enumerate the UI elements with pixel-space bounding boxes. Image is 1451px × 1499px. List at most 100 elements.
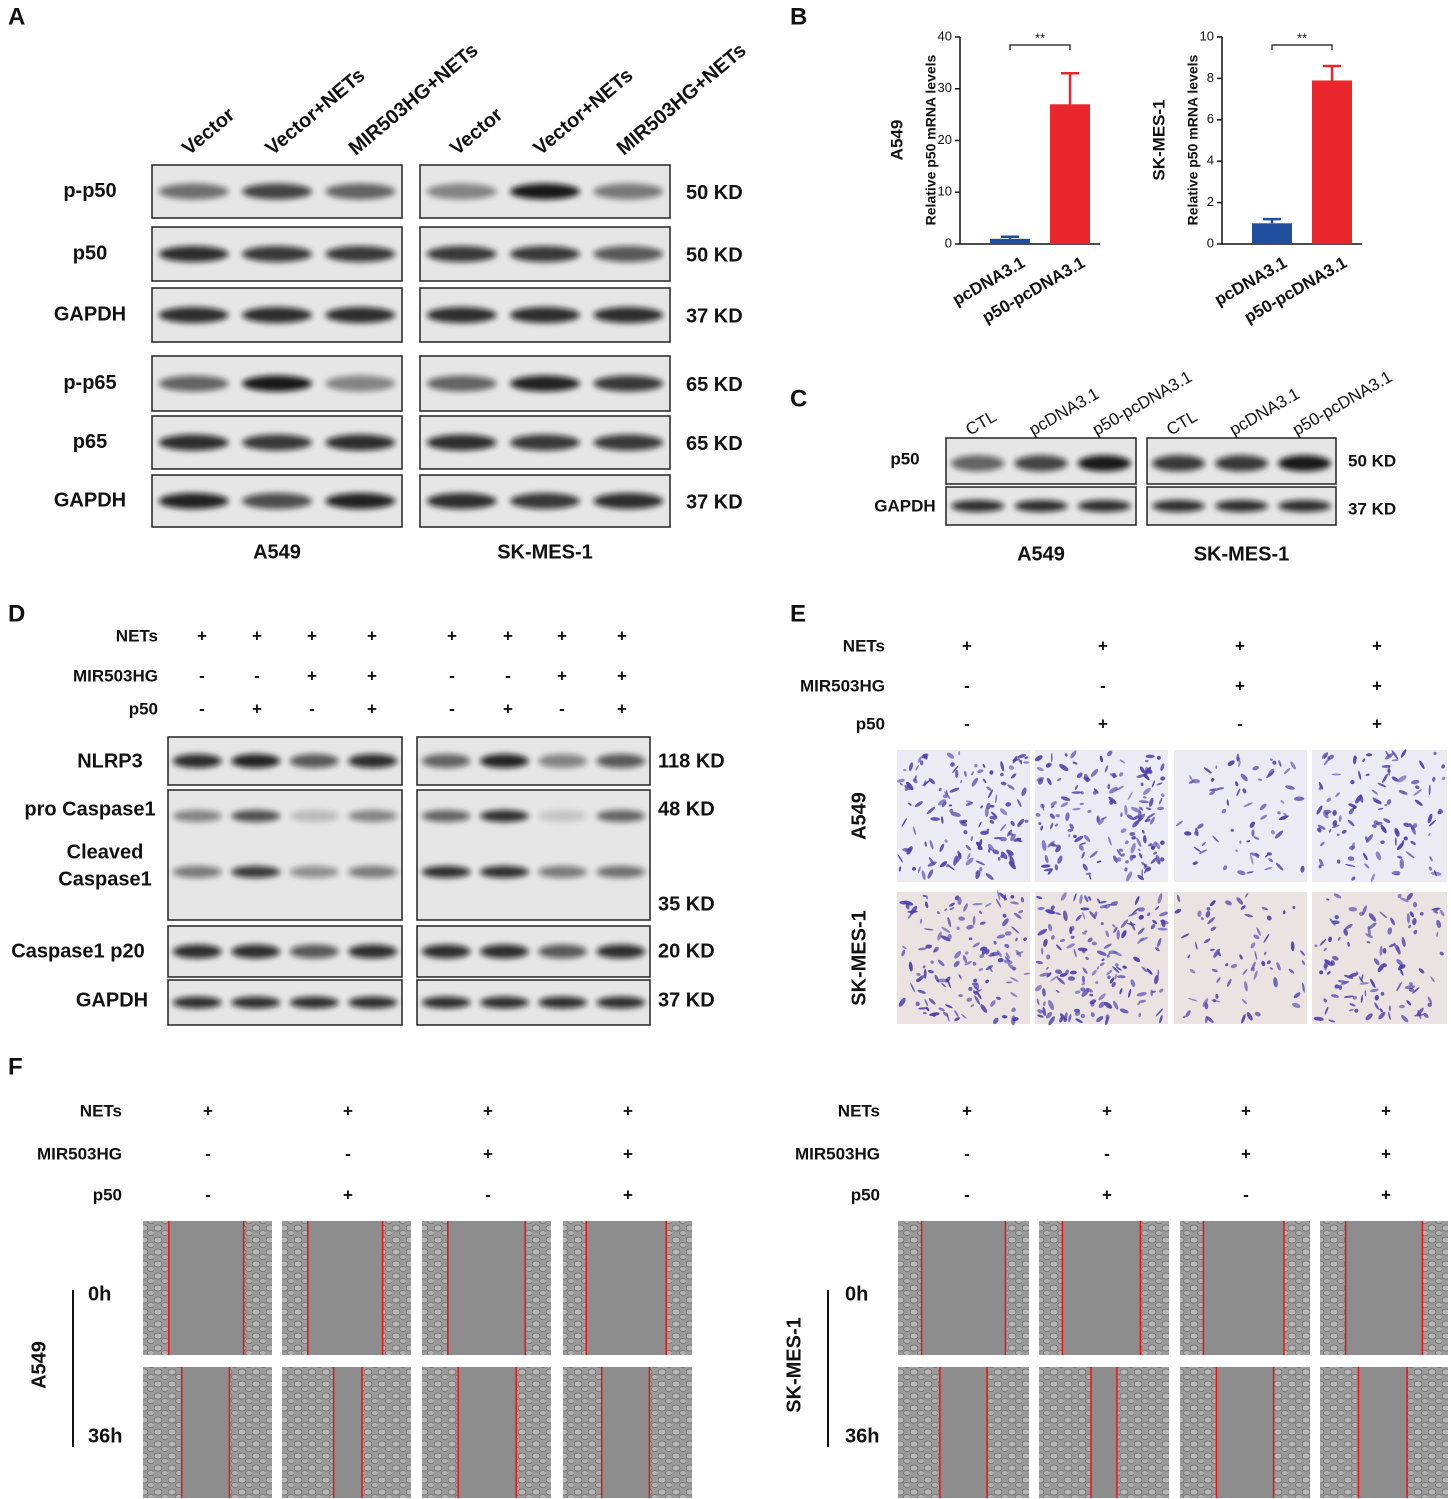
significance-label: **: [1035, 30, 1045, 45]
stained-cell: [1385, 750, 1390, 758]
stained-cell: [1046, 954, 1051, 960]
stained-cell: [1157, 969, 1160, 976]
condition-sign: +: [1372, 714, 1382, 733]
band: [325, 246, 396, 262]
stained-cell: [939, 843, 945, 852]
stained-cell: [1134, 895, 1140, 906]
stained-cell: [1036, 776, 1045, 782]
cell-line-label: A549: [28, 1341, 50, 1389]
significance-bracket: [1009, 44, 1071, 50]
stained-cell: [1069, 926, 1073, 935]
stained-cell: [1251, 829, 1255, 837]
stained-cell: [947, 934, 952, 940]
stained-cell: [906, 781, 914, 791]
stained-cell: [1104, 765, 1109, 773]
size-label: 20 KD: [658, 940, 715, 962]
stained-cell: [1203, 938, 1211, 944]
stained-cell: [1054, 969, 1063, 975]
stained-cell: [1351, 876, 1356, 881]
stained-cell: [1227, 760, 1235, 767]
blot: [419, 415, 671, 470]
stained-cell: [1354, 1008, 1359, 1013]
stained-cell: [1146, 813, 1156, 819]
stained-cell: [1036, 998, 1040, 1006]
stained-cell: [1377, 782, 1387, 788]
stained-cell: [1417, 1009, 1422, 1020]
stained-cell: [1324, 1006, 1329, 1015]
stained-cell: [1089, 850, 1098, 858]
stained-cell: [1378, 1011, 1386, 1020]
stained-cell: [1125, 860, 1129, 864]
stained-cell: [1155, 1008, 1164, 1017]
row-label: Caspase1 p20: [11, 940, 144, 962]
cell-line-label: SK-MES-1: [1194, 543, 1290, 565]
stained-cell: [1088, 896, 1092, 901]
stained-cell: [1406, 913, 1410, 924]
stained-cell: [1114, 973, 1117, 980]
stained-cell: [976, 990, 982, 1000]
stained-cell: [1321, 753, 1326, 760]
stained-cell: [1010, 894, 1015, 899]
condition-sign: +: [962, 1101, 972, 1120]
lane-label: MIR503HG+NETs: [613, 39, 751, 160]
blot: [151, 355, 403, 412]
stained-cell: [977, 769, 984, 774]
size-label: 50 KD: [1348, 451, 1396, 470]
row-label: GAPDH: [76, 989, 148, 1011]
stained-cell: [962, 955, 968, 963]
stained-cell: [1352, 996, 1357, 1000]
stained-cell: [1197, 823, 1204, 829]
band: [510, 307, 580, 323]
band: [510, 434, 580, 451]
stained-cell: [1427, 996, 1433, 1004]
stained-cell: [1266, 770, 1275, 779]
stained-cell: [1119, 848, 1124, 852]
stained-cell: [898, 866, 902, 872]
stained-cell: [1403, 822, 1411, 828]
stained-cell: [1130, 979, 1136, 987]
stained-cell: [1005, 981, 1013, 984]
stained-cell: [1160, 776, 1166, 781]
stained-cell: [1059, 764, 1069, 772]
time-label: 36h: [845, 1425, 879, 1447]
stained-cell: [973, 978, 978, 983]
stained-cell: [1017, 754, 1027, 759]
stained-cell: [1429, 856, 1433, 862]
stained-cell: [995, 794, 998, 804]
stained-cell: [1347, 941, 1350, 947]
stained-cell: [1246, 840, 1251, 843]
stained-cell: [1046, 966, 1049, 970]
stained-cell: [1132, 854, 1136, 859]
stained-cell: [925, 1006, 930, 1012]
lane-label: Vector: [446, 104, 507, 160]
stained-cell: [1236, 757, 1241, 762]
scratch-gap: [168, 1221, 244, 1355]
stained-cell: [1243, 802, 1253, 808]
stained-cell: [1050, 800, 1057, 806]
stained-cell: [1129, 831, 1136, 836]
stained-cell: [1428, 832, 1431, 836]
stained-cell: [1216, 977, 1221, 983]
stained-cell: [948, 902, 956, 907]
stained-cell: [987, 789, 993, 799]
panel-label: D: [8, 600, 25, 627]
stained-cell: [1004, 943, 1010, 948]
stained-cell: [1136, 992, 1147, 997]
stained-cell: [1359, 794, 1364, 803]
stained-cell: [989, 770, 994, 775]
stained-cell: [1069, 823, 1074, 830]
stained-cell: [1337, 859, 1341, 864]
condition-sign: -: [964, 1144, 970, 1163]
stained-cell: [934, 974, 940, 983]
stained-cell: [1066, 943, 1076, 949]
row-label: GAPDH: [54, 303, 126, 325]
band: [538, 810, 588, 822]
band: [172, 754, 222, 768]
stained-cell: [1365, 753, 1373, 757]
size-label: 37 KD: [686, 491, 743, 513]
stained-cell: [1035, 813, 1041, 817]
stained-cell: [1241, 998, 1248, 1005]
stained-cell: [927, 869, 934, 879]
stained-cell: [897, 854, 903, 863]
stained-cell: [1436, 919, 1442, 929]
